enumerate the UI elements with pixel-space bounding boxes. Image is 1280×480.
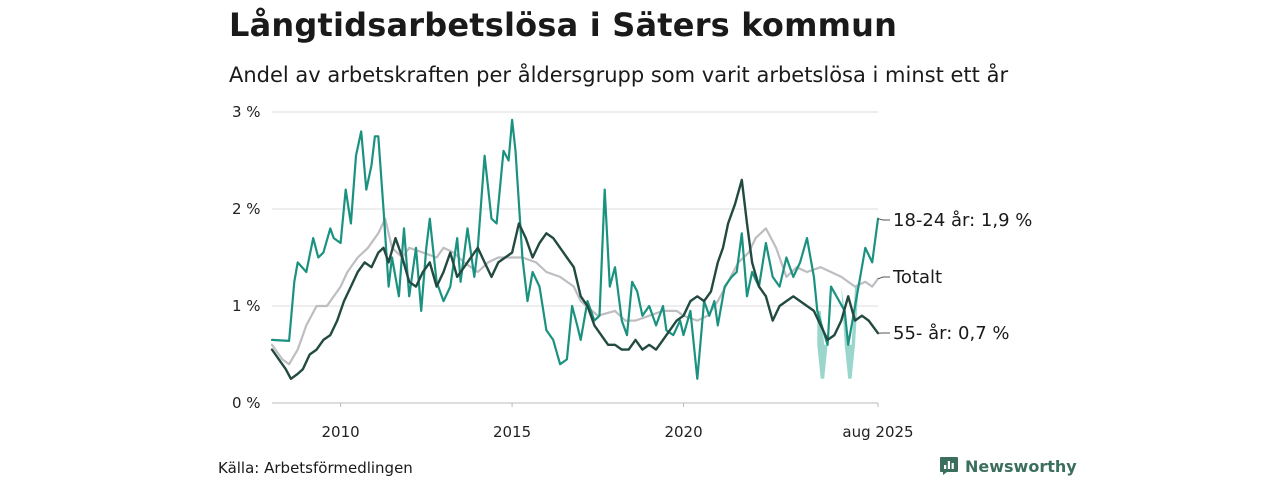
grid-lines <box>272 111 878 404</box>
x-tick-label: 2015 <box>493 423 531 441</box>
end-label-connector <box>877 218 890 221</box>
uncertainty-band <box>817 286 859 379</box>
bar-chart-icon <box>940 457 958 475</box>
series-line-youth <box>270 118 880 380</box>
chart-subtitle: Andel av arbetskraften per åldersgrupp s… <box>229 63 1009 87</box>
series-line-total <box>270 217 880 366</box>
end-label: 55- år: 0,7 % <box>893 323 1009 344</box>
y-tick-label: 2 % <box>232 200 261 218</box>
y-tick-label: 0 % <box>232 394 261 412</box>
chart-title: Långtidsarbetslösa i Säters kommun <box>229 6 898 44</box>
end-label-connector <box>877 276 890 280</box>
series-line-older <box>270 178 880 380</box>
y-axis: 0 % 1 % 2 % 3 % <box>232 103 261 412</box>
end-label: 18-24 år: 1,9 % <box>893 210 1032 231</box>
end-label: Totalt <box>892 267 942 288</box>
brand-name: Newsworthy <box>965 456 1077 476</box>
brand-logo: Newsworthy <box>939 456 1077 476</box>
x-tick-label: 2020 <box>664 423 702 441</box>
band-area <box>817 286 859 379</box>
x-axis: 2010 2015 2020 aug 2025 <box>321 403 914 441</box>
end-labels: 18-24 år: 1,9 % Totalt 55- år: 0,7 % <box>877 210 1032 344</box>
series-lines <box>270 118 880 380</box>
y-tick-label: 3 % <box>232 103 261 121</box>
y-tick-label: 1 % <box>232 297 261 315</box>
x-tick-label: aug 2025 <box>842 423 913 441</box>
source-note: Källa: Arbetsförmedlingen <box>218 459 413 477</box>
x-tick-label: 2010 <box>321 423 359 441</box>
